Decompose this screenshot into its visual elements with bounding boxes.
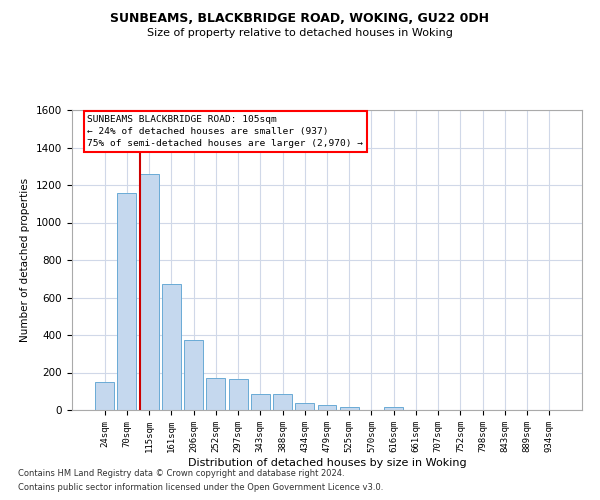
Bar bbox=[340, 406, 359, 410]
Text: Size of property relative to detached houses in Woking: Size of property relative to detached ho… bbox=[147, 28, 453, 38]
Bar bbox=[229, 379, 248, 410]
Text: Contains public sector information licensed under the Open Government Licence v3: Contains public sector information licen… bbox=[18, 484, 383, 492]
Text: SUNBEAMS BLACKBRIDGE ROAD: 105sqm
← 24% of detached houses are smaller (937)
75%: SUNBEAMS BLACKBRIDGE ROAD: 105sqm ← 24% … bbox=[88, 114, 364, 148]
Bar bbox=[118, 192, 136, 410]
X-axis label: Distribution of detached houses by size in Woking: Distribution of detached houses by size … bbox=[188, 458, 466, 468]
Bar bbox=[140, 174, 158, 410]
Bar bbox=[317, 405, 337, 410]
Bar bbox=[206, 378, 225, 410]
Bar bbox=[184, 340, 203, 410]
Bar bbox=[295, 404, 314, 410]
Text: SUNBEAMS, BLACKBRIDGE ROAD, WOKING, GU22 0DH: SUNBEAMS, BLACKBRIDGE ROAD, WOKING, GU22… bbox=[110, 12, 490, 26]
Y-axis label: Number of detached properties: Number of detached properties bbox=[20, 178, 31, 342]
Text: Contains HM Land Registry data © Crown copyright and database right 2024.: Contains HM Land Registry data © Crown c… bbox=[18, 468, 344, 477]
Bar bbox=[273, 394, 292, 410]
Bar bbox=[95, 382, 114, 410]
Bar bbox=[251, 394, 270, 410]
Bar bbox=[162, 284, 181, 410]
Bar bbox=[384, 406, 403, 410]
